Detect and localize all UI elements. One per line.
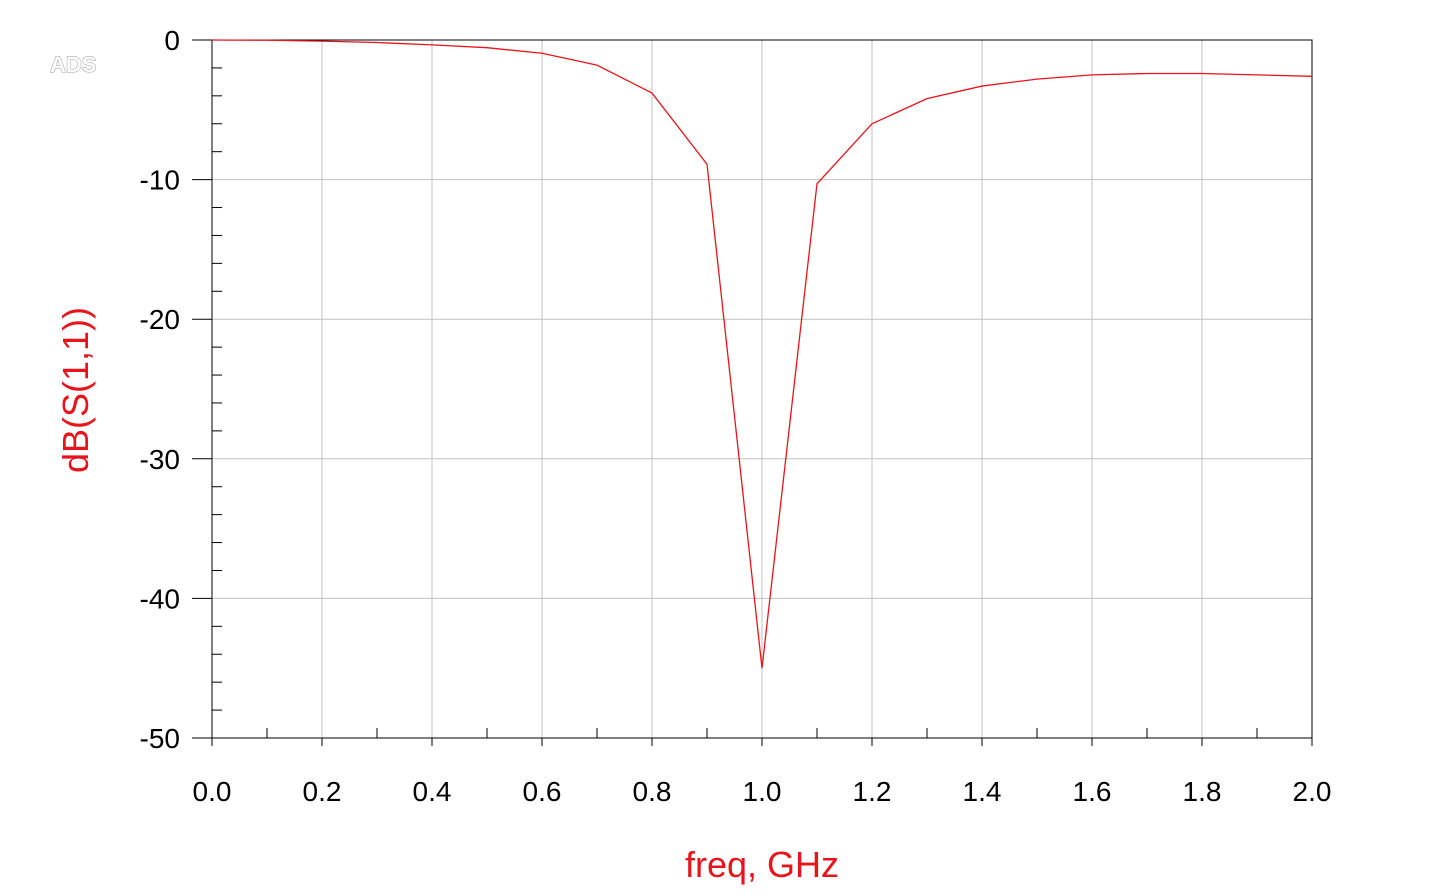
- y-tick-label: -10: [140, 165, 180, 196]
- y-tick-label: -50: [140, 723, 180, 754]
- y-axis-title: dB(S(1,1)): [55, 307, 96, 473]
- x-tick-label: 1.4: [963, 776, 1002, 807]
- x-tick-label: 1.8: [1183, 776, 1222, 807]
- x-tick-label: 1.6: [1073, 776, 1112, 807]
- x-tick-label: 1.0: [743, 776, 782, 807]
- x-tick-labels: 0.0 0.2 0.4 0.6 0.8 1.0 1.2 1.4 1.6 1.8 2.0: [193, 776, 1332, 807]
- y-tick-label: 0: [164, 25, 180, 56]
- x-tick-label: 1.2: [853, 776, 892, 807]
- series-line-s11: [211, 39, 1313, 669]
- x-tick-label: 0.4: [413, 776, 452, 807]
- x-tick-label: 0.2: [303, 776, 342, 807]
- x-tick-label: 0.8: [633, 776, 672, 807]
- y-tick-label: -20: [140, 304, 180, 335]
- x-axis-title: freq, GHz: [685, 844, 839, 885]
- x-tick-label: 2.0: [1293, 776, 1332, 807]
- plot-area-frame: [211, 39, 1313, 739]
- ads-watermark: ADS: [50, 52, 96, 77]
- x-tick-label: 0.6: [523, 776, 562, 807]
- y-tick-label: -40: [140, 583, 180, 614]
- series-layer: [211, 39, 1313, 669]
- y-tick-label: -30: [140, 444, 180, 475]
- x-tick-label: 0.0: [193, 776, 232, 807]
- grid-lines: [211, 39, 1313, 739]
- y-tick-labels: 0 -10 -20 -30 -40 -50: [140, 25, 180, 754]
- minor-ticks: [192, 39, 1313, 746]
